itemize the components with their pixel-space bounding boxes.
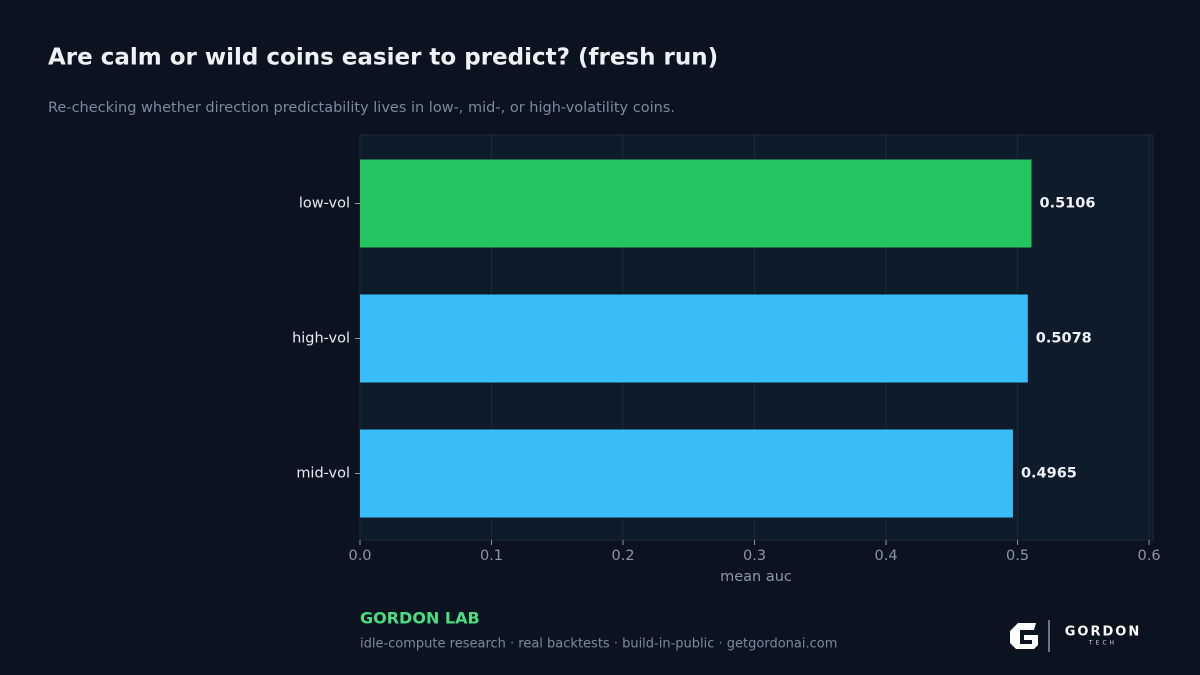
y-tick-label: mid-vol <box>296 466 350 482</box>
x-axis-label: mean auc <box>720 569 792 585</box>
x-tick-label: 0.1 <box>480 548 503 564</box>
bar <box>360 294 1028 383</box>
logo-name: GORDON <box>1065 625 1141 640</box>
value-label: 0.5078 <box>1036 331 1092 347</box>
x-tick-label: 0.4 <box>875 548 898 564</box>
logo-mark <box>1010 623 1038 649</box>
x-tick-label: 0.2 <box>611 548 634 564</box>
x-tick-label: 0.0 <box>348 548 371 564</box>
logo: GORDON TECH <box>1010 620 1141 652</box>
x-tick-label: 0.5 <box>1006 548 1029 564</box>
value-label: 0.4965 <box>1021 466 1077 482</box>
bar <box>360 429 1013 518</box>
chart-subtitle: Re-checking whether direction predictabi… <box>48 100 675 116</box>
x-tick-label: 0.6 <box>1138 548 1161 564</box>
y-tick-label: low-vol <box>299 196 350 212</box>
logo-sub: TECH <box>1088 640 1117 647</box>
x-tick-label: 0.3 <box>743 548 766 564</box>
chart-title: Are calm or wild coins easier to predict… <box>48 45 718 71</box>
bar <box>360 159 1032 248</box>
value-label: 0.5106 <box>1039 196 1095 212</box>
footer-brand: GORDON LAB <box>360 609 480 628</box>
y-tick-label: high-vol <box>292 331 350 347</box>
footer-tagline: idle-compute research · real backtests ·… <box>360 637 837 652</box>
